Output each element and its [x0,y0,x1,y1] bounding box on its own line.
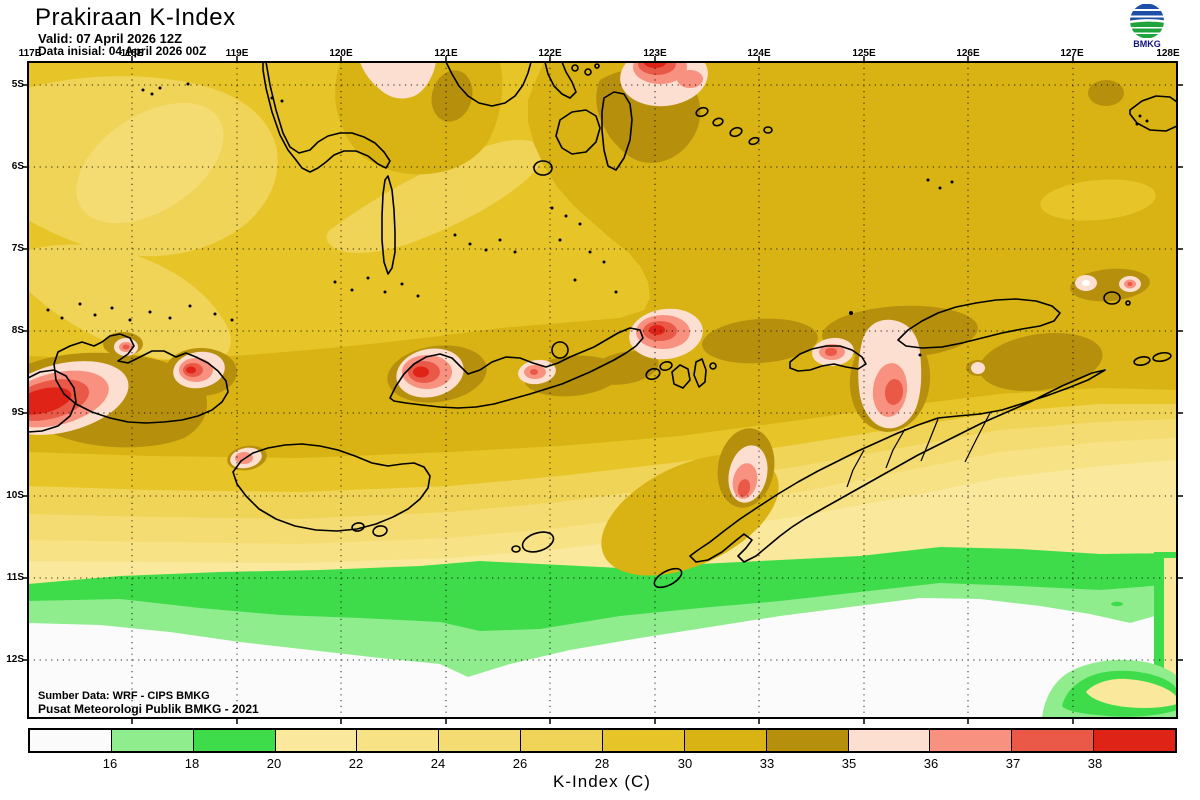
legend-cell [30,730,111,751]
right-edge-yellow [1164,558,1177,700]
hotspot-white-center [1082,280,1090,286]
legend-tick-24: 24 [430,756,446,771]
legend-cell [356,730,439,751]
bmkg-logo-icon [1126,2,1168,40]
legend-tick-38: 38 [1087,756,1103,771]
lon-label-125e: 125E [852,48,876,59]
legend-cell [602,730,684,751]
legend-tick-22: 22 [348,756,364,771]
lon-label-117e: 117E [18,48,42,59]
init-time-label: Data inisial: 04 April 2026 00Z [38,44,207,58]
lon-label-128e: 128E [1156,48,1180,59]
legend-tick-36: 36 [923,756,939,771]
page-title: Prakiraan K-Index [35,4,236,31]
lon-label-127e: 127E [1060,48,1084,59]
lon-label-118e: 118E [120,48,144,59]
map-frame [22,56,1183,724]
legend-tick-35: 35 [841,756,857,771]
legend-caption: K-Index (C) [553,772,651,791]
corner-yellow-core [1086,678,1177,708]
lon-label-122e: 122E [538,48,562,59]
contour-fill-28-patch [1040,179,1156,221]
colorbar-legend [28,728,1177,753]
valid-time-label: Valid: 07 April 2026 12Z [38,31,183,46]
lat-label-10s: 10S [6,490,24,501]
legend-cell [683,730,766,751]
lon-label-120e: 120E [329,48,353,59]
legend-tick-26: 26 [512,756,528,771]
legend-cell [1093,730,1176,751]
lat-label-6s: 6S [11,161,24,172]
legend-cell [274,730,357,751]
lat-label-11s: 11S [6,572,24,583]
lon-label-119e: 119E [225,48,249,59]
coastlines [28,62,1177,589]
contour-fill-24-streak [76,102,224,224]
legend-tick-33: 33 [759,756,775,771]
lat-label-8s: 8S [11,325,24,336]
legend-cell [929,730,1012,751]
band-white [28,598,1177,718]
lat-label-9s: 9S [11,407,24,418]
source-line-2: Pusat Meteorologi Publik BMKG - 2021 [38,702,259,716]
legend-cell [1011,730,1094,751]
legend-tick-18: 18 [184,756,200,771]
legend-tick-30: 30 [677,756,693,771]
legend-tick-20: 20 [266,756,282,771]
legend-cell [438,730,521,751]
lat-label-5s: 5S [11,79,24,90]
lon-label-124e: 124E [747,48,771,59]
islet-specks [46,82,1149,357]
legend-tick-28: 28 [594,756,610,771]
bmkg-logo-label: BMKG [1133,39,1161,49]
axis-ticks [22,56,1183,724]
lat-label-7s: 7S [11,243,24,254]
lon-label-121e: 121E [434,48,458,59]
legend-tick-16: 16 [102,756,118,771]
legend-cell [520,730,603,751]
lon-label-123e: 123E [643,48,667,59]
legend-cell [192,730,275,751]
legend-cell [765,730,848,751]
legend-cell [847,730,930,751]
source-line-1: Sumber Data: WRF - CIPS BMKG [38,690,210,702]
legend-cell [110,730,193,751]
lat-label-12s: 12S [6,654,24,665]
timor-internal-borders [846,412,991,488]
legend-tick-37: 37 [1005,756,1021,771]
lon-label-126e: 126E [956,48,980,59]
